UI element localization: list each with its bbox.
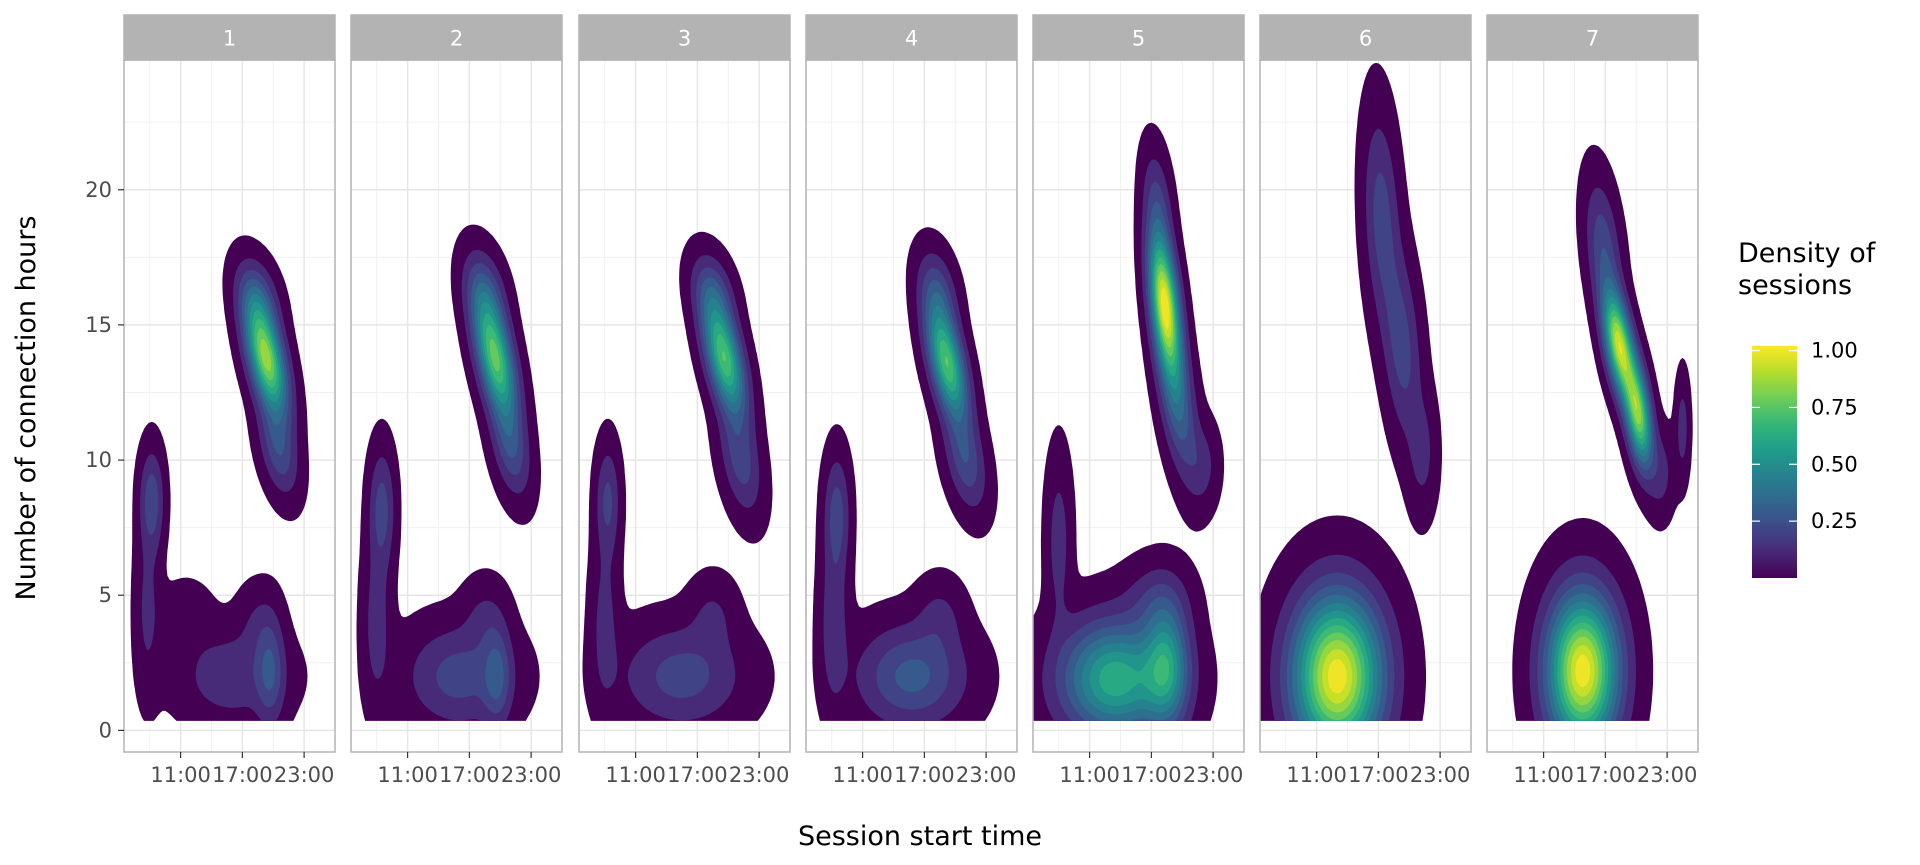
x-tick-label: 17:00 xyxy=(1348,763,1409,787)
density-band-7 xyxy=(1554,297,1648,721)
x-tick-label: 17:00 xyxy=(439,763,500,787)
x-tick-label: 23:00 xyxy=(1410,763,1471,787)
facet-strip-label: 3 xyxy=(678,27,691,51)
facet-strip xyxy=(1032,14,1245,61)
x-tick-label: 17:00 xyxy=(1121,763,1182,787)
legend-tick-label: 0.50 xyxy=(1811,452,1858,476)
density-band-10 xyxy=(945,355,949,368)
facet-strip xyxy=(123,14,336,61)
x-tick-label: 23:00 xyxy=(1637,763,1698,787)
density-band-13 xyxy=(1327,659,1347,694)
facet-panel-3: 3 11:00 17:00 23:00 xyxy=(578,14,791,787)
x-tick-label: 17:00 xyxy=(894,763,955,787)
facet-panel-6: 6 11:00 17:00 23:00 xyxy=(1259,14,1472,787)
legend-colorbar xyxy=(1752,346,1797,578)
facet-strip xyxy=(1259,14,1472,61)
y-tick-label: 0 xyxy=(99,718,112,742)
legend-tick-label: 1.00 xyxy=(1811,339,1858,363)
facet-strip-label: 4 xyxy=(905,27,918,51)
density-contours xyxy=(356,224,541,721)
x-tick-label: 11:00 xyxy=(1513,763,1574,787)
density-contours xyxy=(1033,122,1225,721)
legend-title-line-2: sessions xyxy=(1738,270,1852,301)
x-tick-label: 23:00 xyxy=(956,763,1017,787)
x-tick-label: 23:00 xyxy=(729,763,790,787)
legend-title-line-1: Density of xyxy=(1738,238,1877,269)
facet-strip-label: 5 xyxy=(1132,27,1145,51)
x-tick-label: 11:00 xyxy=(1059,763,1120,787)
x-tick-label: 17:00 xyxy=(212,763,273,787)
facet-strip xyxy=(350,14,563,61)
density-contours xyxy=(812,227,1000,721)
facet-panel-5: 5 11:00 17:00 23:00 xyxy=(1032,14,1245,787)
density-contours xyxy=(582,231,775,721)
facet-strip xyxy=(805,14,1018,61)
density-contours xyxy=(1260,62,1443,721)
y-axis: 0 5 10 15 20 xyxy=(85,178,124,742)
x-tick-label: 23:00 xyxy=(501,763,562,787)
density-band-5 xyxy=(1073,218,1185,721)
facet-panel-7: 7 11:00 17:00 23:00 xyxy=(1486,14,1699,787)
density-band-8 xyxy=(1557,303,1647,721)
facet-strip-label: 2 xyxy=(450,27,463,51)
facet-strip xyxy=(578,14,791,61)
facet-panel-2: 2 11:00 17:00 23:00 xyxy=(350,14,563,787)
y-tick-label: 15 xyxy=(85,313,112,337)
density-contours xyxy=(130,235,310,721)
density-band-3 xyxy=(1280,172,1411,721)
facet-strip xyxy=(1486,14,1699,61)
y-tick-label: 20 xyxy=(85,178,112,202)
x-tick-label: 23:00 xyxy=(274,763,335,787)
legend: Density of sessions 1.00 0.75 0.50 0.25 xyxy=(1738,238,1877,578)
x-tick-label: 17:00 xyxy=(667,763,728,787)
x-tick-label: 11:00 xyxy=(605,763,666,787)
y-axis-title: Number of connection hours xyxy=(11,216,42,601)
density-band-10 xyxy=(489,339,500,372)
x-tick-label: 11:00 xyxy=(150,763,211,787)
y-tick-label: 5 xyxy=(99,583,112,607)
x-axis-title: Session start time xyxy=(798,821,1042,852)
facet-strip-label: 1 xyxy=(223,27,236,51)
facet-strip-label: 7 xyxy=(1586,27,1599,51)
density-band-10 xyxy=(722,350,726,362)
x-tick-label: 11:00 xyxy=(832,763,893,787)
facet-panel-4: 4 11:00 17:00 23:00 xyxy=(805,14,1018,787)
density-band-11 xyxy=(260,339,272,372)
x-tick-label: 11:00 xyxy=(1286,763,1347,787)
facet-strip-label: 6 xyxy=(1359,27,1372,51)
legend-tick-label: 0.75 xyxy=(1811,395,1858,419)
density-band-9 xyxy=(1153,256,1176,686)
density-contours xyxy=(1512,144,1693,721)
density-band-13 xyxy=(1160,286,1170,330)
facet-panel-1: 1 11:00 17:00 23:00 xyxy=(123,14,336,787)
x-tick-label: 23:00 xyxy=(1183,763,1244,787)
legend-tick-label: 0.25 xyxy=(1811,509,1858,533)
x-tick-label: 11:00 xyxy=(377,763,438,787)
x-tick-label: 17:00 xyxy=(1575,763,1636,787)
y-tick-label: 10 xyxy=(85,448,112,472)
